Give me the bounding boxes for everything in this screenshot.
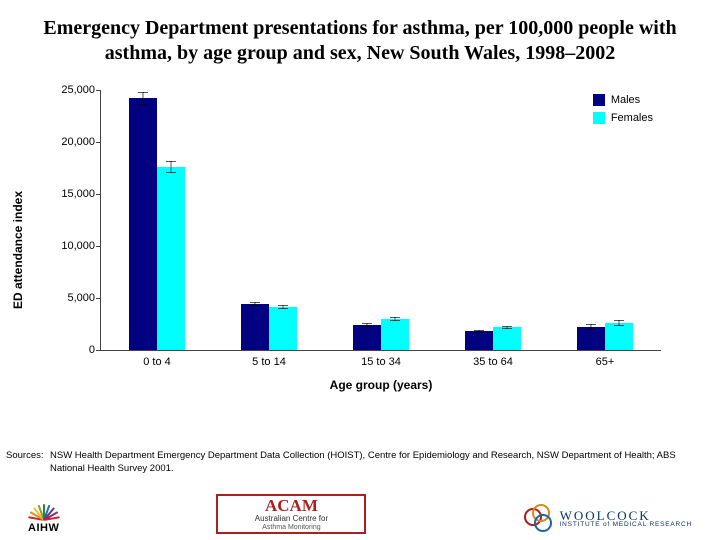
y-tick-label: 15,000 bbox=[61, 188, 95, 200]
acam-sub2: Asthma Monitoring bbox=[262, 524, 320, 531]
legend-label-females: Females bbox=[611, 112, 653, 124]
legend-label-males: Males bbox=[611, 94, 640, 106]
bar bbox=[157, 167, 185, 350]
aihw-label: AIHW bbox=[28, 522, 59, 534]
y-tick bbox=[96, 350, 101, 351]
woolcock-logo: WOOLCOCK INSTITUTE of MEDICAL RESEARCH bbox=[524, 504, 692, 534]
x-tick-label: 65+ bbox=[596, 356, 615, 368]
bar bbox=[381, 319, 409, 350]
bar bbox=[493, 327, 521, 350]
bar bbox=[129, 98, 157, 350]
sources: Sources: NSW Health Department Emergency… bbox=[6, 450, 708, 475]
chart: ED attendance index Males Females Age gr… bbox=[30, 90, 690, 410]
legend-swatch-males bbox=[593, 94, 605, 106]
y-tick-label: 10,000 bbox=[61, 240, 95, 252]
acam-logo: ACAM Australian Centre for Asthma Monito… bbox=[216, 494, 366, 534]
bar bbox=[605, 323, 633, 350]
woolcock-sub: INSTITUTE of MEDICAL RESEARCH bbox=[560, 522, 692, 529]
y-tick-label: 5,000 bbox=[67, 292, 95, 304]
aihw-logo: AIHW bbox=[28, 502, 59, 534]
x-tick-label: 0 to 4 bbox=[143, 356, 171, 368]
bar bbox=[577, 327, 605, 350]
acam-main: ACAM bbox=[265, 497, 318, 514]
legend-item-females: Females bbox=[593, 112, 653, 124]
y-tick-label: 0 bbox=[89, 344, 95, 356]
bar bbox=[269, 307, 297, 350]
sources-text: NSW Health Department Emergency Departme… bbox=[50, 450, 708, 476]
y-tick-label: 20,000 bbox=[61, 136, 95, 148]
bar bbox=[353, 325, 381, 350]
x-axis-label: Age group (years) bbox=[330, 378, 433, 392]
footer-logos: AIHW ACAM Australian Centre for Asthma M… bbox=[0, 488, 720, 534]
bar bbox=[465, 331, 493, 350]
sources-label: Sources: bbox=[6, 450, 44, 461]
legend-item-males: Males bbox=[593, 94, 653, 106]
slide-title: Emergency Department presentations for a… bbox=[40, 16, 680, 66]
y-tick bbox=[96, 90, 101, 91]
x-tick-label: 15 to 34 bbox=[361, 356, 401, 368]
y-tick bbox=[96, 142, 101, 143]
y-tick-label: 25,000 bbox=[61, 84, 95, 96]
bar bbox=[241, 304, 269, 350]
acam-sub1: Australian Centre for bbox=[255, 515, 328, 523]
legend-swatch-females bbox=[593, 112, 605, 124]
x-tick-label: 5 to 14 bbox=[252, 356, 286, 368]
y-tick bbox=[96, 246, 101, 247]
y-tick bbox=[96, 194, 101, 195]
legend: Males Females bbox=[593, 94, 653, 130]
woolcock-rings-icon bbox=[524, 504, 554, 534]
plot-area: Males Females Age group (years) 05,00010… bbox=[100, 90, 661, 351]
y-axis-label: ED attendance index bbox=[11, 191, 25, 309]
x-tick-label: 35 to 64 bbox=[473, 356, 513, 368]
aihw-burst-icon bbox=[31, 502, 57, 520]
y-tick bbox=[96, 298, 101, 299]
